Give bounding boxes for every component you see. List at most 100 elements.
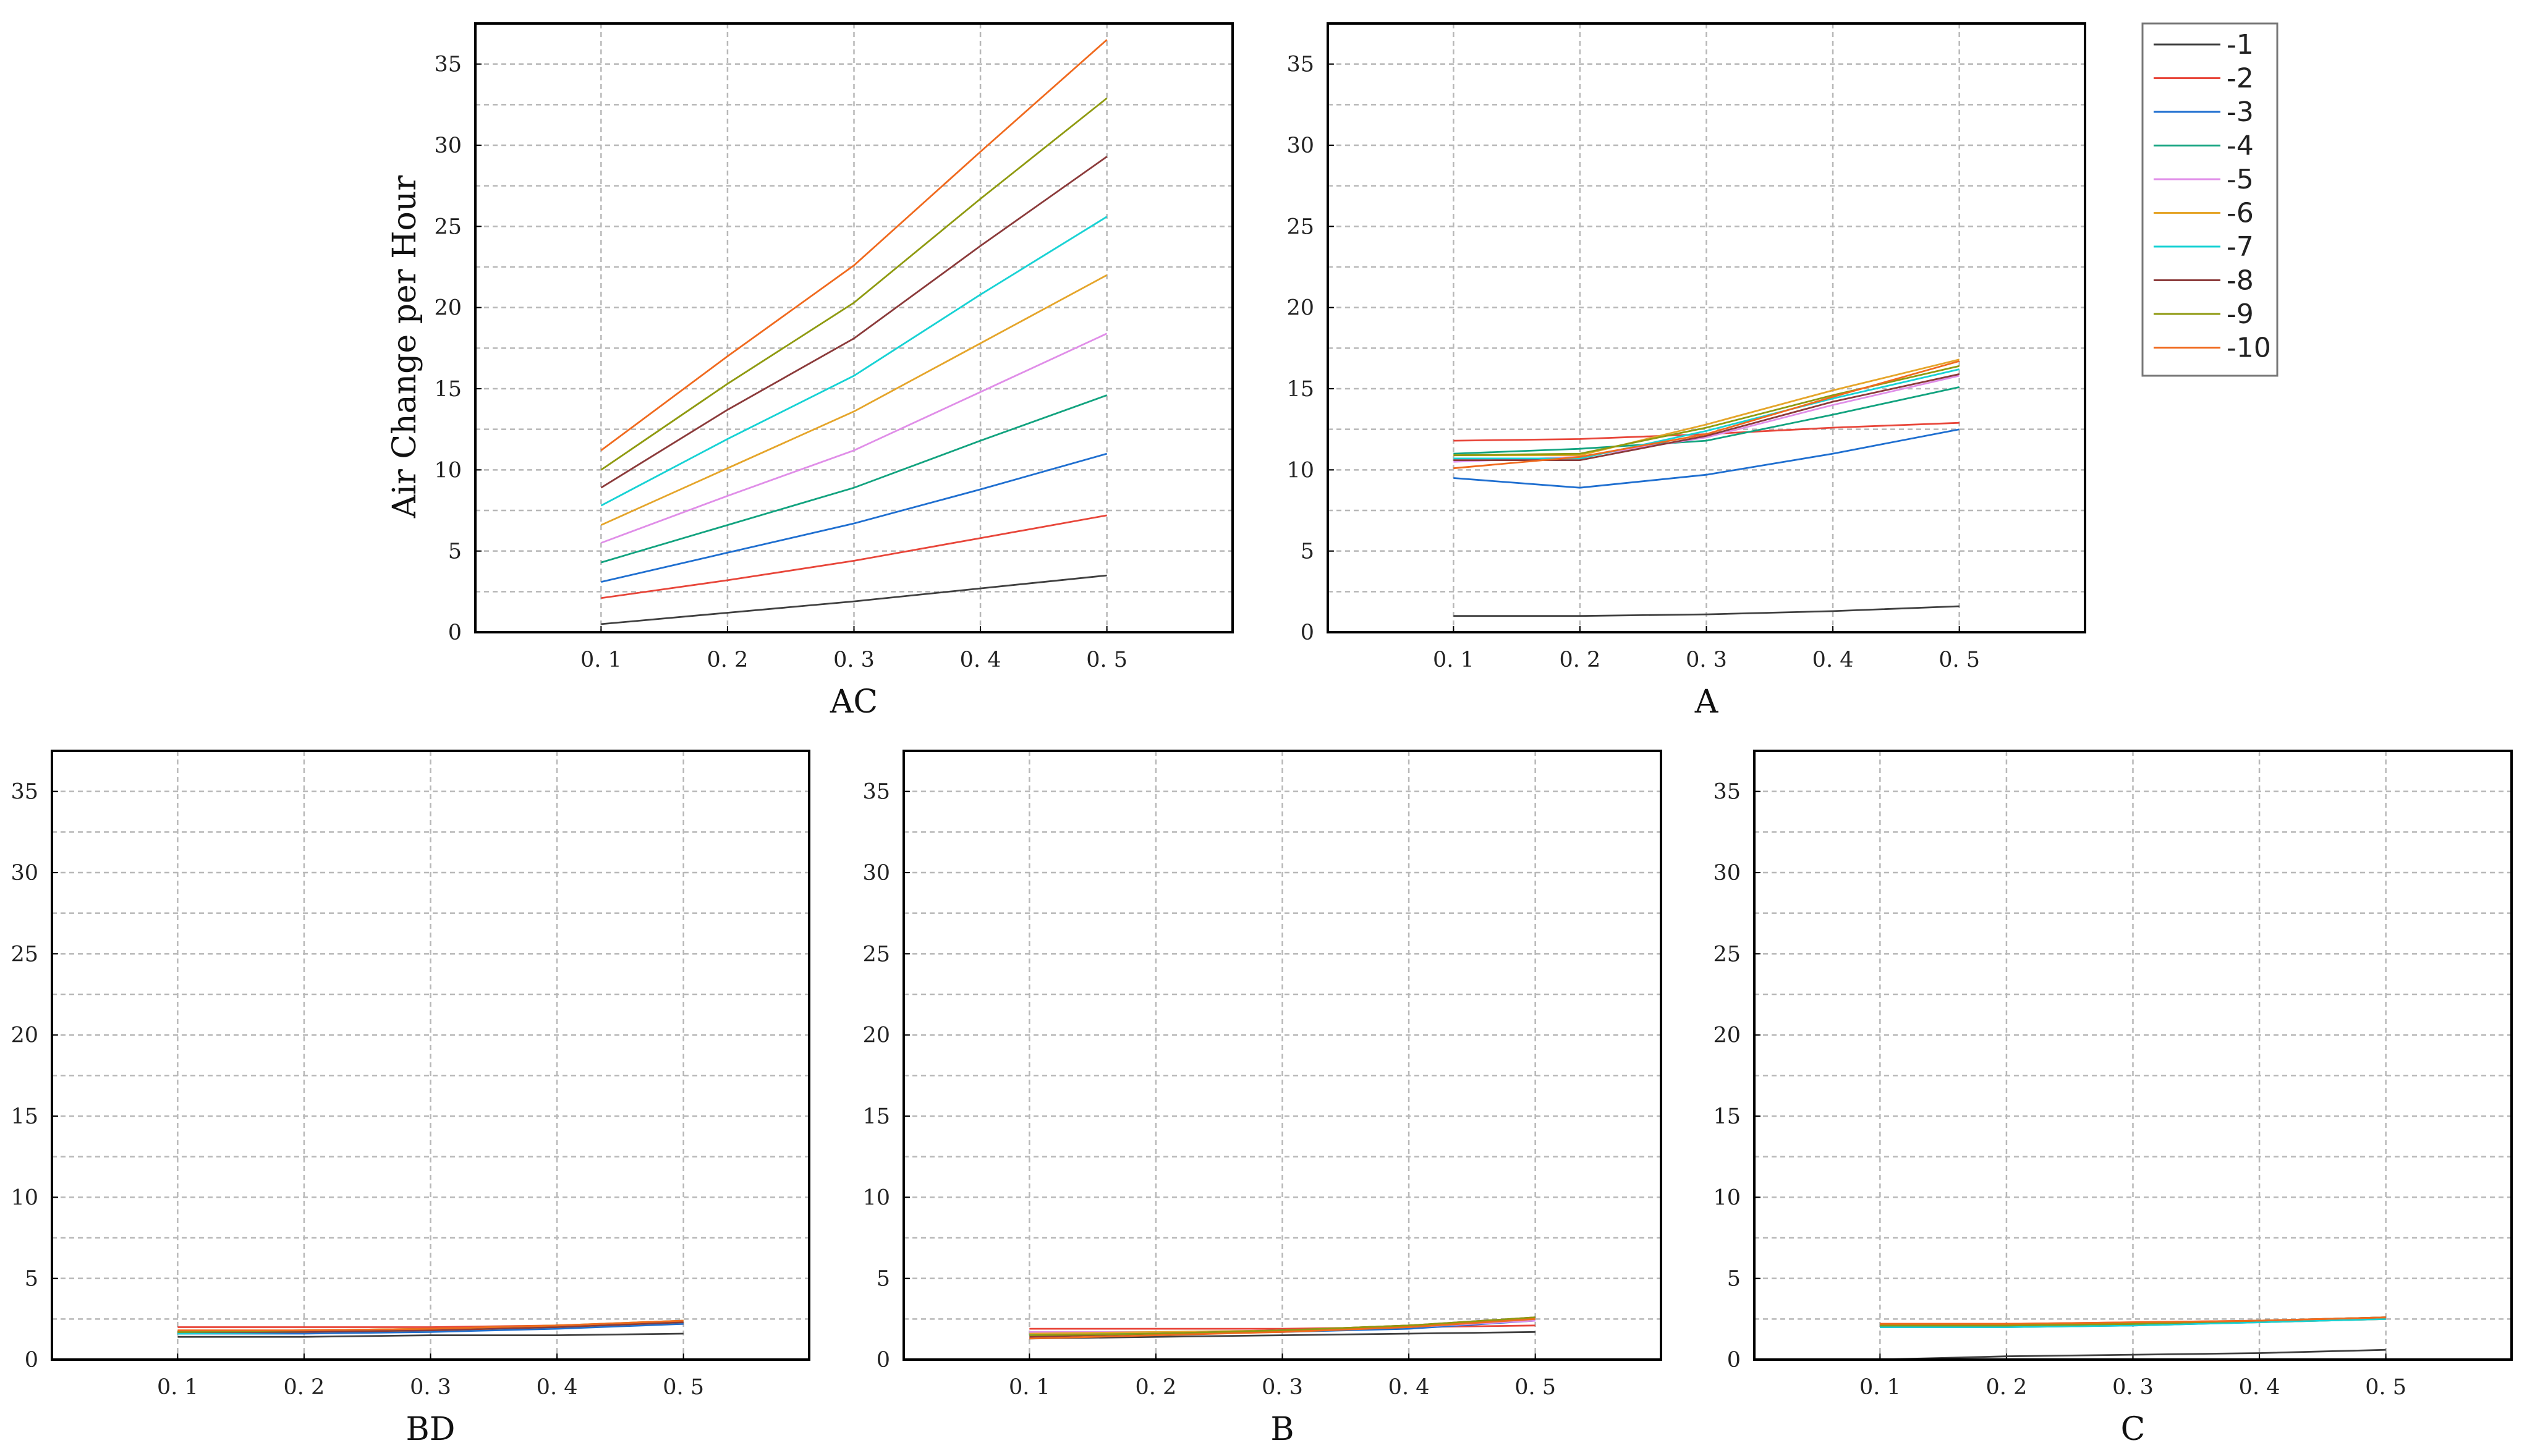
y-tick-label: 5 [877,1267,890,1292]
x-tick-label: 0. 3 [833,648,875,672]
legend-entry: -8 [2154,265,2254,297]
x-axis-label: C [2121,1411,2146,1448]
series-line-4 [601,394,1108,564]
x-tick-label: 0. 3 [410,1375,451,1400]
series-line-1 [1880,1348,2386,1361]
legend-entry: -10 [2154,332,2271,364]
x-tick-label: 0. 4 [1388,1375,1430,1400]
legend-label: -7 [2227,231,2254,263]
series-line-6 [600,274,1108,526]
y-tick-label: 5 [25,1267,38,1292]
panel-bd: 0 5 10 15 20 25 30 35 0. 1 0. 2 0. 3 0. 4 0. 5 BD [11,750,810,1448]
y-tick-label: 15 [1713,1104,1741,1129]
series-line-10 [600,39,1108,451]
plot-frame [1753,750,2513,1361]
x-tick-label: 0. 5 [2365,1375,2406,1400]
x-tick-label: 0. 3 [1262,1375,1303,1400]
series-line-3 [1453,428,1960,489]
legend-entry: -5 [2154,164,2254,195]
x-axis-label: BD [406,1411,456,1448]
y-tick-label: 10 [1713,1185,1741,1210]
legend-entry: -7 [2154,231,2254,263]
y-tick-label: 20 [11,1023,38,1048]
series-line-6 [1453,358,1960,457]
y-tick-label: 30 [434,133,462,158]
legend-entry: -3 [2154,96,2254,128]
y-tick-label: 35 [434,53,462,77]
x-tick-label: 0. 1 [580,648,622,672]
legend-entry: -1 [2154,29,2254,61]
x-tick-label: 0. 3 [1686,648,1727,672]
plot-frame [474,22,1234,633]
y-tick-label: 5 [448,540,462,564]
legend-label: -2 [2227,63,2254,95]
y-tick-label: 15 [862,1104,890,1129]
x-tick-label: 0. 4 [1812,648,1854,672]
series-line-1 [1029,1331,1535,1340]
y-tick-label: 5 [1301,540,1314,564]
series-line-1 [177,1332,684,1338]
y-tick-label: 15 [1286,377,1314,402]
x-tick-label: 0. 4 [960,648,1001,672]
y-tick-label: 0 [448,620,462,645]
series-line-3 [601,452,1108,583]
legend-entry: -2 [2154,63,2254,95]
y-tick-label: 0 [1301,620,1314,645]
legend-entry: -9 [2154,298,2254,330]
series-line-1 [1453,605,1960,617]
y-tick-label: 10 [862,1185,890,1210]
legend-label: -9 [2227,298,2254,330]
x-axis-label: A [1694,684,1719,721]
y-tick-label: 30 [862,861,890,886]
series-line-2 [601,514,1107,599]
x-tick-label: 0. 2 [707,648,749,672]
y-tick-label: 35 [1286,53,1314,77]
y-tick-label: 20 [862,1023,890,1048]
x-tick-label: 0. 4 [537,1375,578,1400]
series-line-8 [177,1321,684,1333]
y-tick-label: 15 [11,1104,38,1129]
legend-label: -4 [2227,130,2254,162]
x-axis-label: B [1270,1411,1294,1448]
x-tick-label: 0. 3 [2112,1375,2154,1400]
series-line-7 [1880,1318,2386,1328]
y-tick-label: 30 [1713,861,1741,886]
series-line-10 [1453,360,1960,470]
y-tick-label: 30 [1286,133,1314,158]
panel-b: 0 5 10 15 20 25 30 35 0. 1 0. 2 0. 3 0. 4 0. 5 B [862,750,1662,1448]
x-tick-label: 0. 5 [1514,1375,1556,1400]
panel-a: 0 5 10 15 20 25 30 35 0. 1 0. 2 0. 3 0. 4 0. 5 A [1286,22,2086,721]
plot-frame [1327,22,2086,633]
x-tick-label: 0. 1 [1433,648,1474,672]
y-axis-label: Air Change per Hour [386,176,423,519]
series-line-3 [177,1323,684,1335]
y-tick-label: 25 [11,942,38,967]
y-tick-label: 0 [877,1348,890,1373]
y-tick-label: 20 [1713,1023,1741,1048]
plot-frame [51,750,810,1361]
x-tick-label: 0. 4 [2239,1375,2280,1400]
series-line-7 [600,216,1108,507]
legend-frame [2141,22,2279,377]
y-tick-label: 35 [11,780,38,805]
legend-label: -5 [2227,164,2254,195]
legend-entry: -6 [2154,198,2254,229]
x-tick-label: 0. 5 [663,1375,704,1400]
y-tick-label: 5 [1727,1267,1741,1292]
x-axis-label: AC [830,684,878,721]
y-tick-label: 20 [434,296,462,321]
y-tick-label: 15 [434,377,462,402]
y-tick-label: 25 [434,214,462,239]
y-tick-label: 25 [1713,942,1741,967]
legend-label: -10 [2227,332,2271,364]
x-tick-label: 0. 2 [1986,1375,2028,1400]
plot-frame [902,750,1662,1361]
panel-c: 0 5 10 15 20 25 30 35 0. 1 0. 2 0. 3 0. 4 0. 5 C [1713,750,2513,1448]
series-line-10 [177,1319,684,1332]
legend: -1-2-3-4-5-6-7-8-9-10 [2141,22,2279,377]
x-tick-label: 0. 5 [1086,648,1128,672]
x-tick-label: 0. 2 [1560,648,1601,672]
y-tick-label: 30 [11,861,38,886]
